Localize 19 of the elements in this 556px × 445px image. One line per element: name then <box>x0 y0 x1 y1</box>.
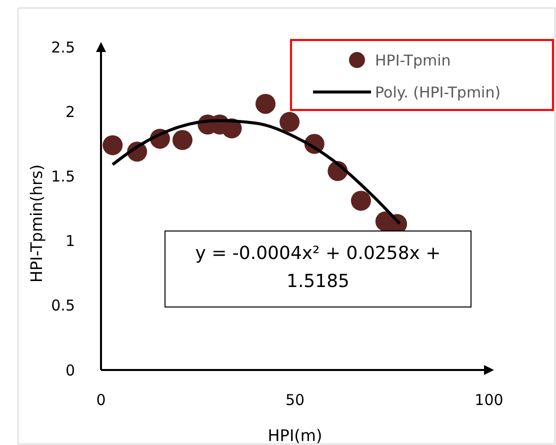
point <box>172 130 192 150</box>
y-tick-label: 1 <box>65 232 75 250</box>
legend-label: HPI-Tpmin <box>375 51 451 70</box>
x-tick-label: 50 <box>285 391 305 409</box>
x-axis-title: HPI(m) <box>268 426 322 445</box>
y-axis-title: HPI-Tpmin(hrs) <box>27 164 46 283</box>
annotation: y = -0.0004x² + 0.0258x + 1.5185 <box>195 243 441 292</box>
x-tick-label: 100 <box>474 391 504 409</box>
legend-label: Poly. (HPI-Tpmin) <box>375 83 501 102</box>
point <box>256 94 276 114</box>
y-tick-label: 2.5 <box>51 38 75 56</box>
point <box>350 190 371 211</box>
y-tick-label: 1.5 <box>51 167 75 186</box>
x-tick-label: 0 <box>96 391 106 409</box>
y-tick-label: 2 <box>65 102 75 121</box>
y-tick-label: 0 <box>65 361 75 380</box>
y-tick-label: 0.5 <box>51 296 75 315</box>
point <box>280 112 300 132</box>
point <box>102 135 123 156</box>
